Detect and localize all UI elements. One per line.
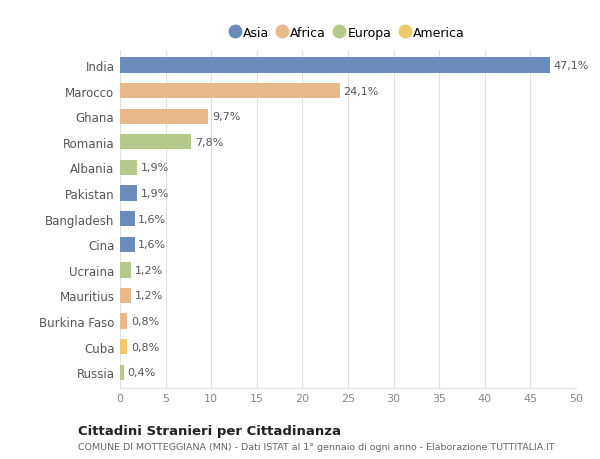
- Text: 0,8%: 0,8%: [131, 342, 159, 352]
- Text: 0,8%: 0,8%: [131, 316, 159, 326]
- Text: 7,8%: 7,8%: [195, 138, 223, 147]
- Text: COMUNE DI MOTTEGGIANA (MN) - Dati ISTAT al 1° gennaio di ogni anno - Elaborazion: COMUNE DI MOTTEGGIANA (MN) - Dati ISTAT …: [78, 442, 554, 451]
- Bar: [120, 288, 131, 303]
- Text: 1,2%: 1,2%: [134, 291, 163, 301]
- Text: 1,9%: 1,9%: [141, 189, 169, 199]
- Bar: [120, 314, 127, 329]
- Bar: [120, 84, 340, 99]
- Bar: [120, 109, 208, 124]
- Bar: [120, 186, 137, 202]
- Bar: [120, 237, 134, 252]
- Text: 1,9%: 1,9%: [141, 163, 169, 173]
- Text: 1,2%: 1,2%: [134, 265, 163, 275]
- Bar: [120, 339, 127, 355]
- Bar: [120, 212, 134, 227]
- Bar: [120, 365, 124, 380]
- Bar: [120, 160, 137, 176]
- Text: 9,7%: 9,7%: [212, 112, 241, 122]
- Text: 1,6%: 1,6%: [138, 214, 166, 224]
- Text: 0,4%: 0,4%: [127, 368, 155, 377]
- Text: 1,6%: 1,6%: [138, 240, 166, 250]
- Text: 24,1%: 24,1%: [343, 86, 379, 96]
- Bar: [120, 135, 191, 150]
- Bar: [120, 263, 131, 278]
- Bar: [120, 58, 550, 73]
- Legend: Asia, Africa, Europa, America: Asia, Africa, Europa, America: [228, 23, 468, 44]
- Text: 47,1%: 47,1%: [553, 61, 589, 71]
- Text: Cittadini Stranieri per Cittadinanza: Cittadini Stranieri per Cittadinanza: [78, 425, 341, 437]
